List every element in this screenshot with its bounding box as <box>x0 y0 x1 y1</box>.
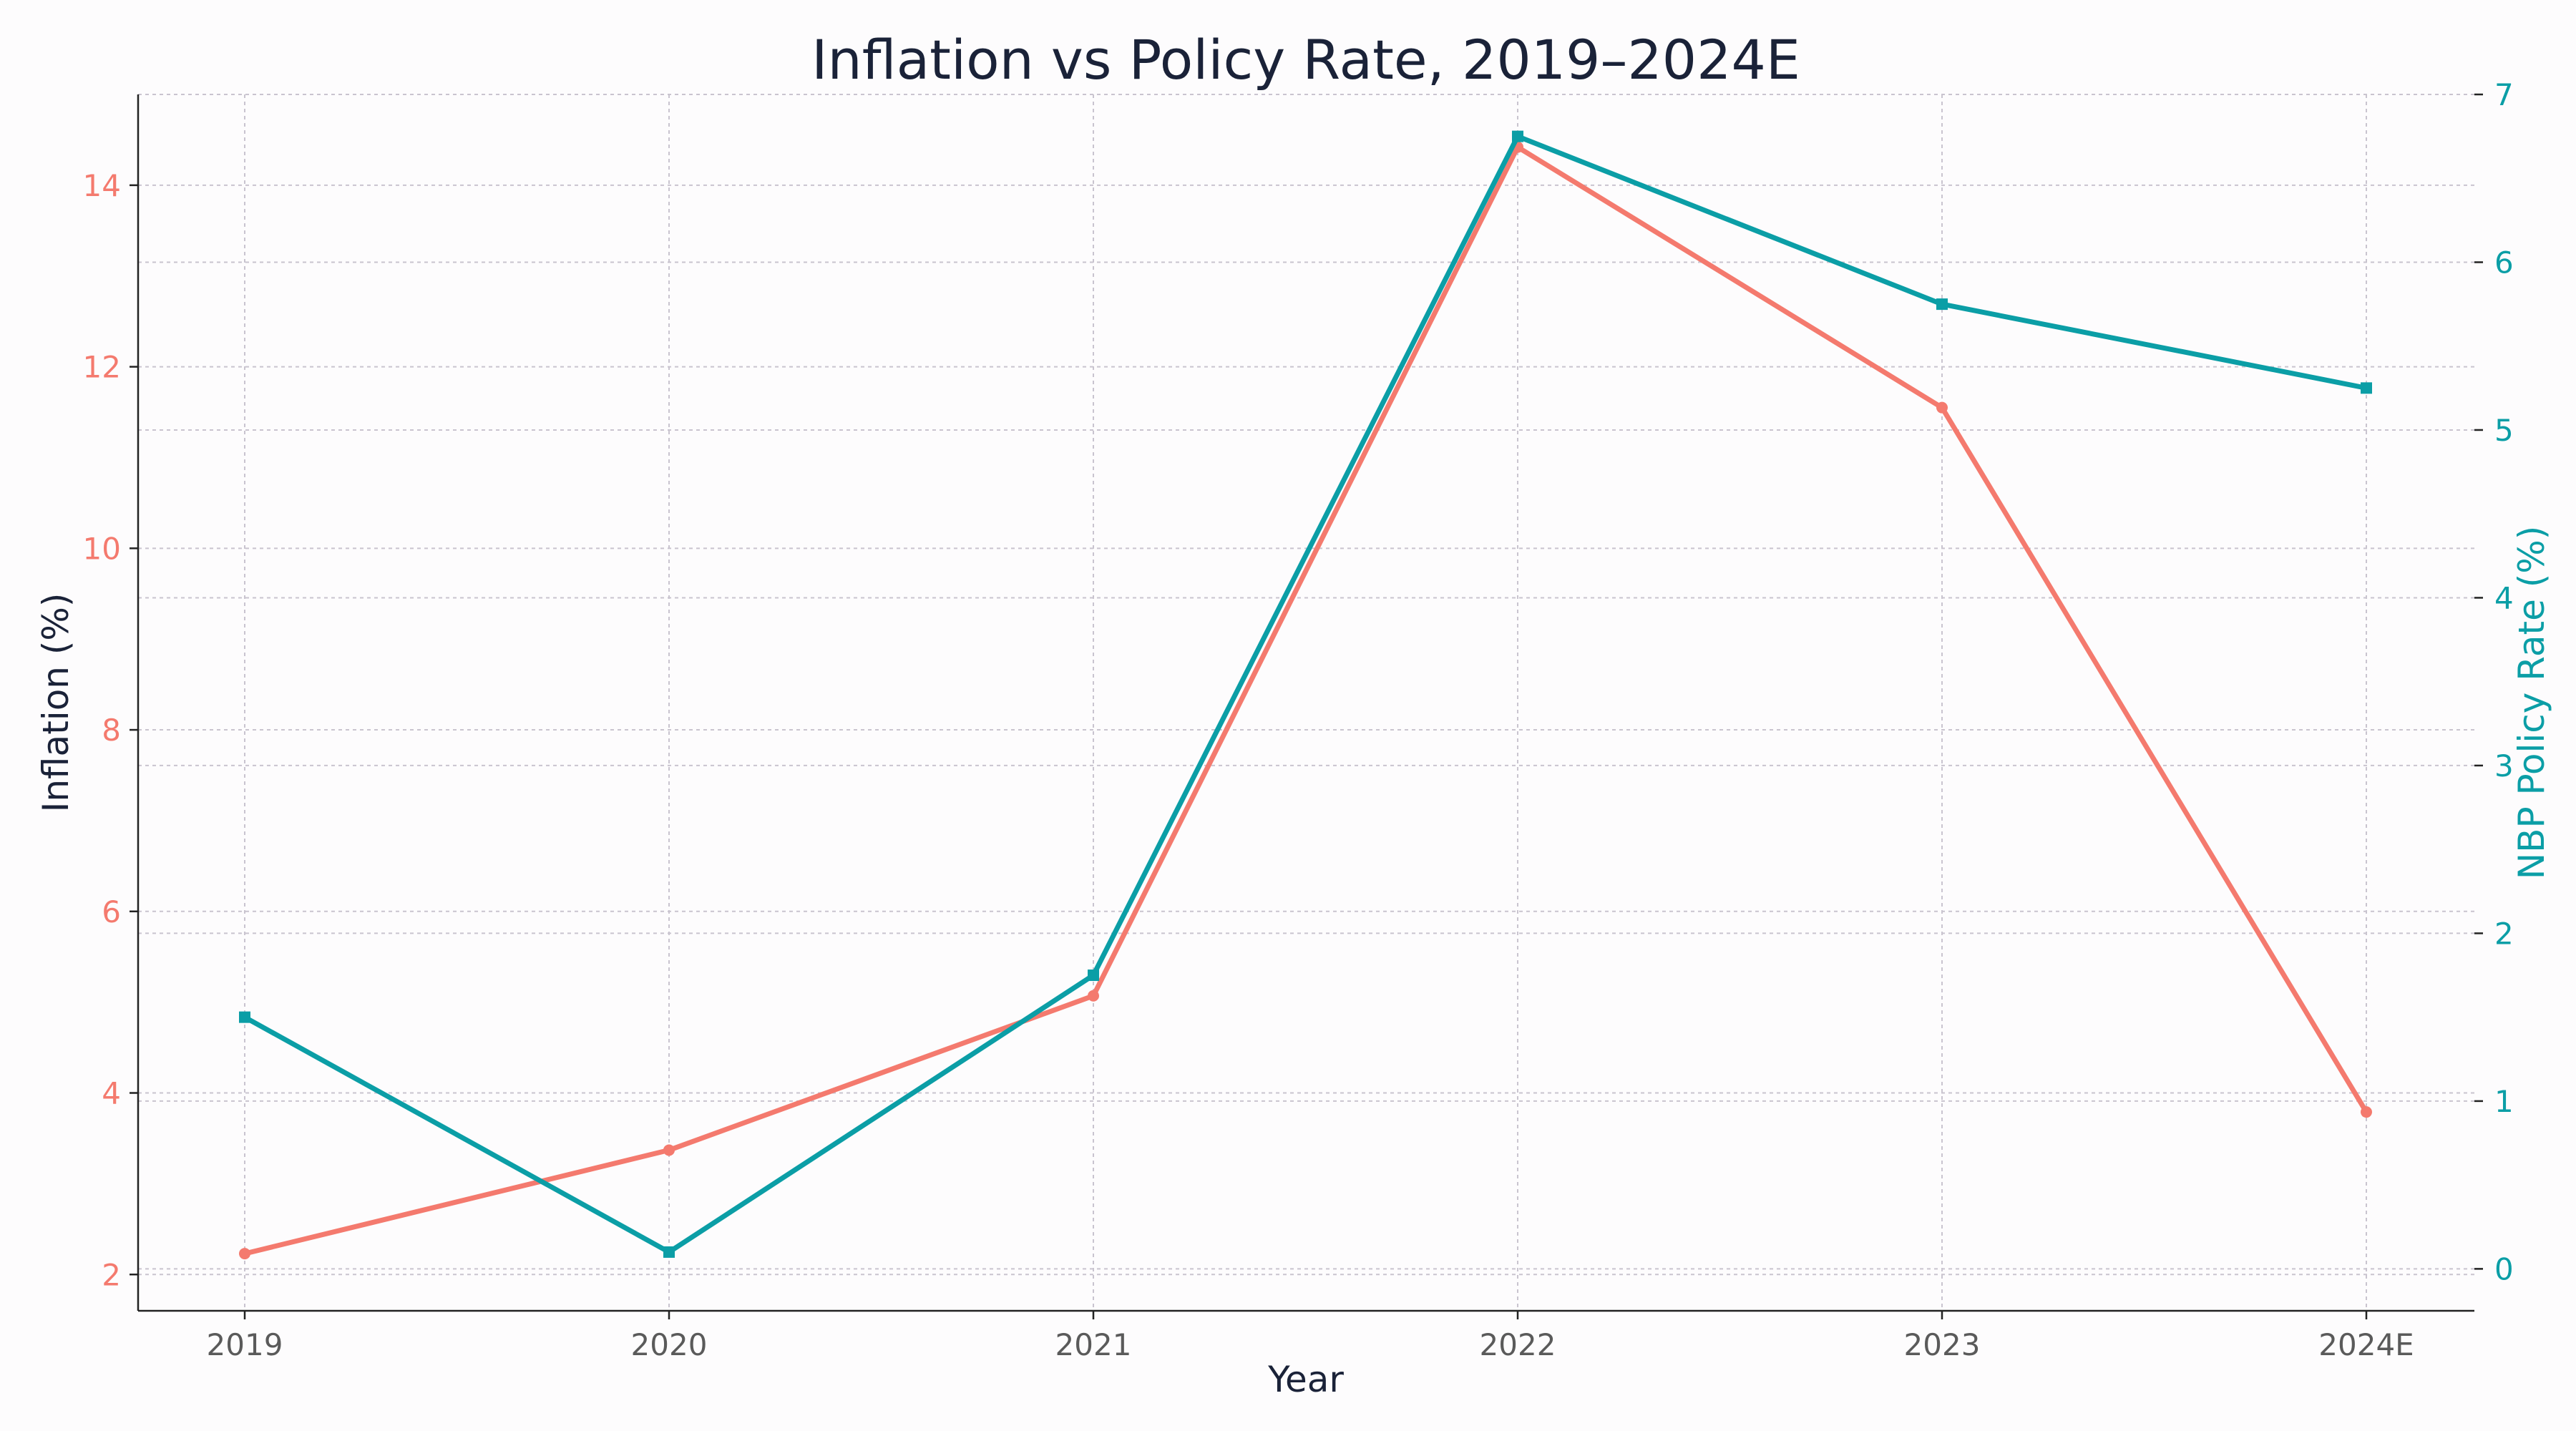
nbp-policy-rate-point <box>2361 382 2372 394</box>
x-tick-label: 2021 <box>1055 1327 1132 1362</box>
x-tick-label: 2019 <box>207 1327 283 1362</box>
grid <box>138 94 2474 1311</box>
nbp-policy-rate-point <box>1512 130 1523 142</box>
y-right-tick-label: 1 <box>2494 1084 2514 1119</box>
inflation-point <box>239 1248 250 1260</box>
left-axis-label: Inflation (%) <box>35 593 77 813</box>
inflation-point <box>2361 1106 2372 1118</box>
y-left-tick-label: 10 <box>83 531 121 566</box>
y-left-tick-label: 8 <box>102 713 121 748</box>
nbp-policy-rate-line <box>242 134 2369 1255</box>
chart-title: Inflation vs Policy Rate, 2019–2024E <box>811 28 1800 92</box>
inflation-point <box>1936 401 1948 414</box>
nbp-policy-rate-point <box>239 1011 250 1023</box>
y-left-tick-label: 12 <box>83 350 121 385</box>
inflation-point <box>663 1144 675 1156</box>
nbp-policy-rate-point <box>1936 298 1948 311</box>
y-left-tick-label: 14 <box>83 168 121 203</box>
y-left-tick-label: 2 <box>102 1257 121 1292</box>
x-tick-label: 2024E <box>2318 1327 2414 1362</box>
y-right-tick-label: 3 <box>2494 748 2514 783</box>
ticks: 2019 2020 2021 2022 2023 2024E246810121401234… <box>83 77 2514 1362</box>
inflation-point <box>1088 990 1099 1002</box>
x-tick-label: 2023 <box>1904 1327 1981 1362</box>
y-right-tick-label: 0 <box>2494 1251 2514 1286</box>
inflation-line <box>242 145 2369 1256</box>
y-right-tick-label: 2 <box>2494 916 2514 951</box>
y-left-tick-label: 4 <box>102 1076 121 1111</box>
x-tick-label: 2020 <box>631 1327 708 1362</box>
series <box>239 130 2372 1260</box>
y-left-tick-label: 6 <box>102 894 121 929</box>
y-right-tick-label: 6 <box>2494 245 2514 280</box>
axes <box>137 94 2474 1312</box>
x-axis-label: Year <box>1267 1359 1344 1400</box>
y-right-tick-label: 5 <box>2494 413 2514 448</box>
y-right-tick-label: 7 <box>2494 77 2514 112</box>
right-axis-label: NBP Policy Rate (%) <box>2511 526 2552 880</box>
x-tick-label: 2022 <box>1480 1327 1556 1362</box>
nbp-policy-rate-point <box>663 1246 675 1258</box>
nbp-policy-rate-point <box>1088 970 1099 982</box>
y-right-tick-label: 4 <box>2494 580 2514 615</box>
